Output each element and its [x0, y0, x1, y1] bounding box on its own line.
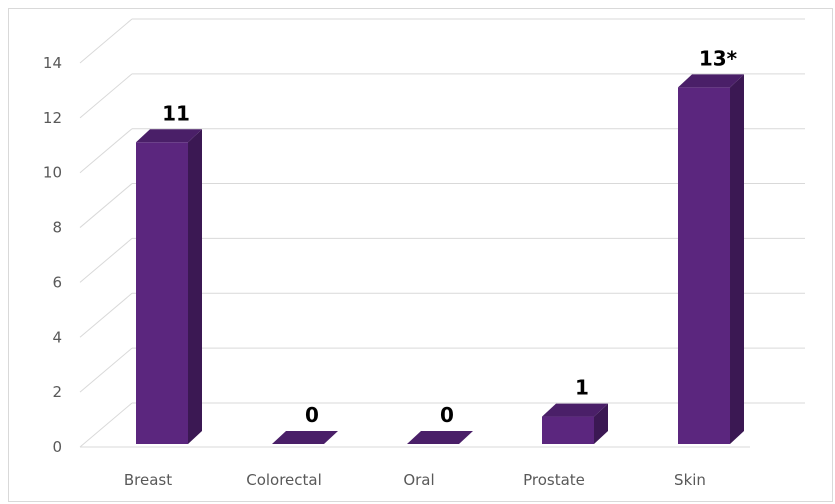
bar-top: [542, 403, 608, 417]
x-tick-label: Colorectal: [246, 471, 322, 489]
gridline-side: [79, 18, 133, 64]
y-tick-label: 2: [52, 383, 62, 401]
data-label: 11: [162, 101, 190, 125]
y-tick-label: 6: [52, 273, 62, 291]
x-tick-label: Breast: [124, 471, 172, 489]
data-label: 13*: [699, 46, 738, 70]
bar-oral: [407, 431, 473, 444]
gridline-side: [79, 73, 133, 119]
gridline-side: [79, 347, 133, 393]
bar-top: [678, 74, 744, 88]
bar-prostate: [542, 403, 608, 444]
y-tick-label: 4: [52, 328, 62, 346]
y-tick-label: 10: [43, 164, 62, 182]
gridline-side: [79, 402, 133, 448]
data-label: 0: [440, 403, 454, 427]
data-label: 0: [305, 403, 319, 427]
bar-top: [136, 129, 202, 143]
x-tick-label: Prostate: [523, 471, 585, 489]
bar-side: [594, 403, 608, 444]
bar-skin: [678, 74, 744, 444]
bar-colorectal: [272, 431, 338, 444]
x-tick-label: Skin: [674, 471, 706, 489]
data-label: 1: [575, 376, 589, 400]
y-tick-label: 8: [52, 219, 62, 237]
bar-side: [188, 129, 202, 444]
bar-front: [678, 87, 730, 444]
y-tick-label: 12: [43, 109, 62, 127]
y-tick-label: 14: [43, 54, 62, 72]
gridline-side: [79, 238, 133, 283]
bar-top: [407, 431, 473, 444]
gridline-side: [79, 292, 133, 338]
gridline-side: [79, 128, 133, 174]
bar-front: [542, 416, 594, 444]
y-tick-label: 0: [52, 438, 62, 456]
bar-front: [136, 142, 188, 444]
bar-side: [730, 74, 744, 444]
bar-top: [272, 431, 338, 444]
x-tick-label: Oral: [403, 471, 434, 489]
gridline-side: [79, 183, 133, 228]
bar-breast: [136, 129, 202, 444]
